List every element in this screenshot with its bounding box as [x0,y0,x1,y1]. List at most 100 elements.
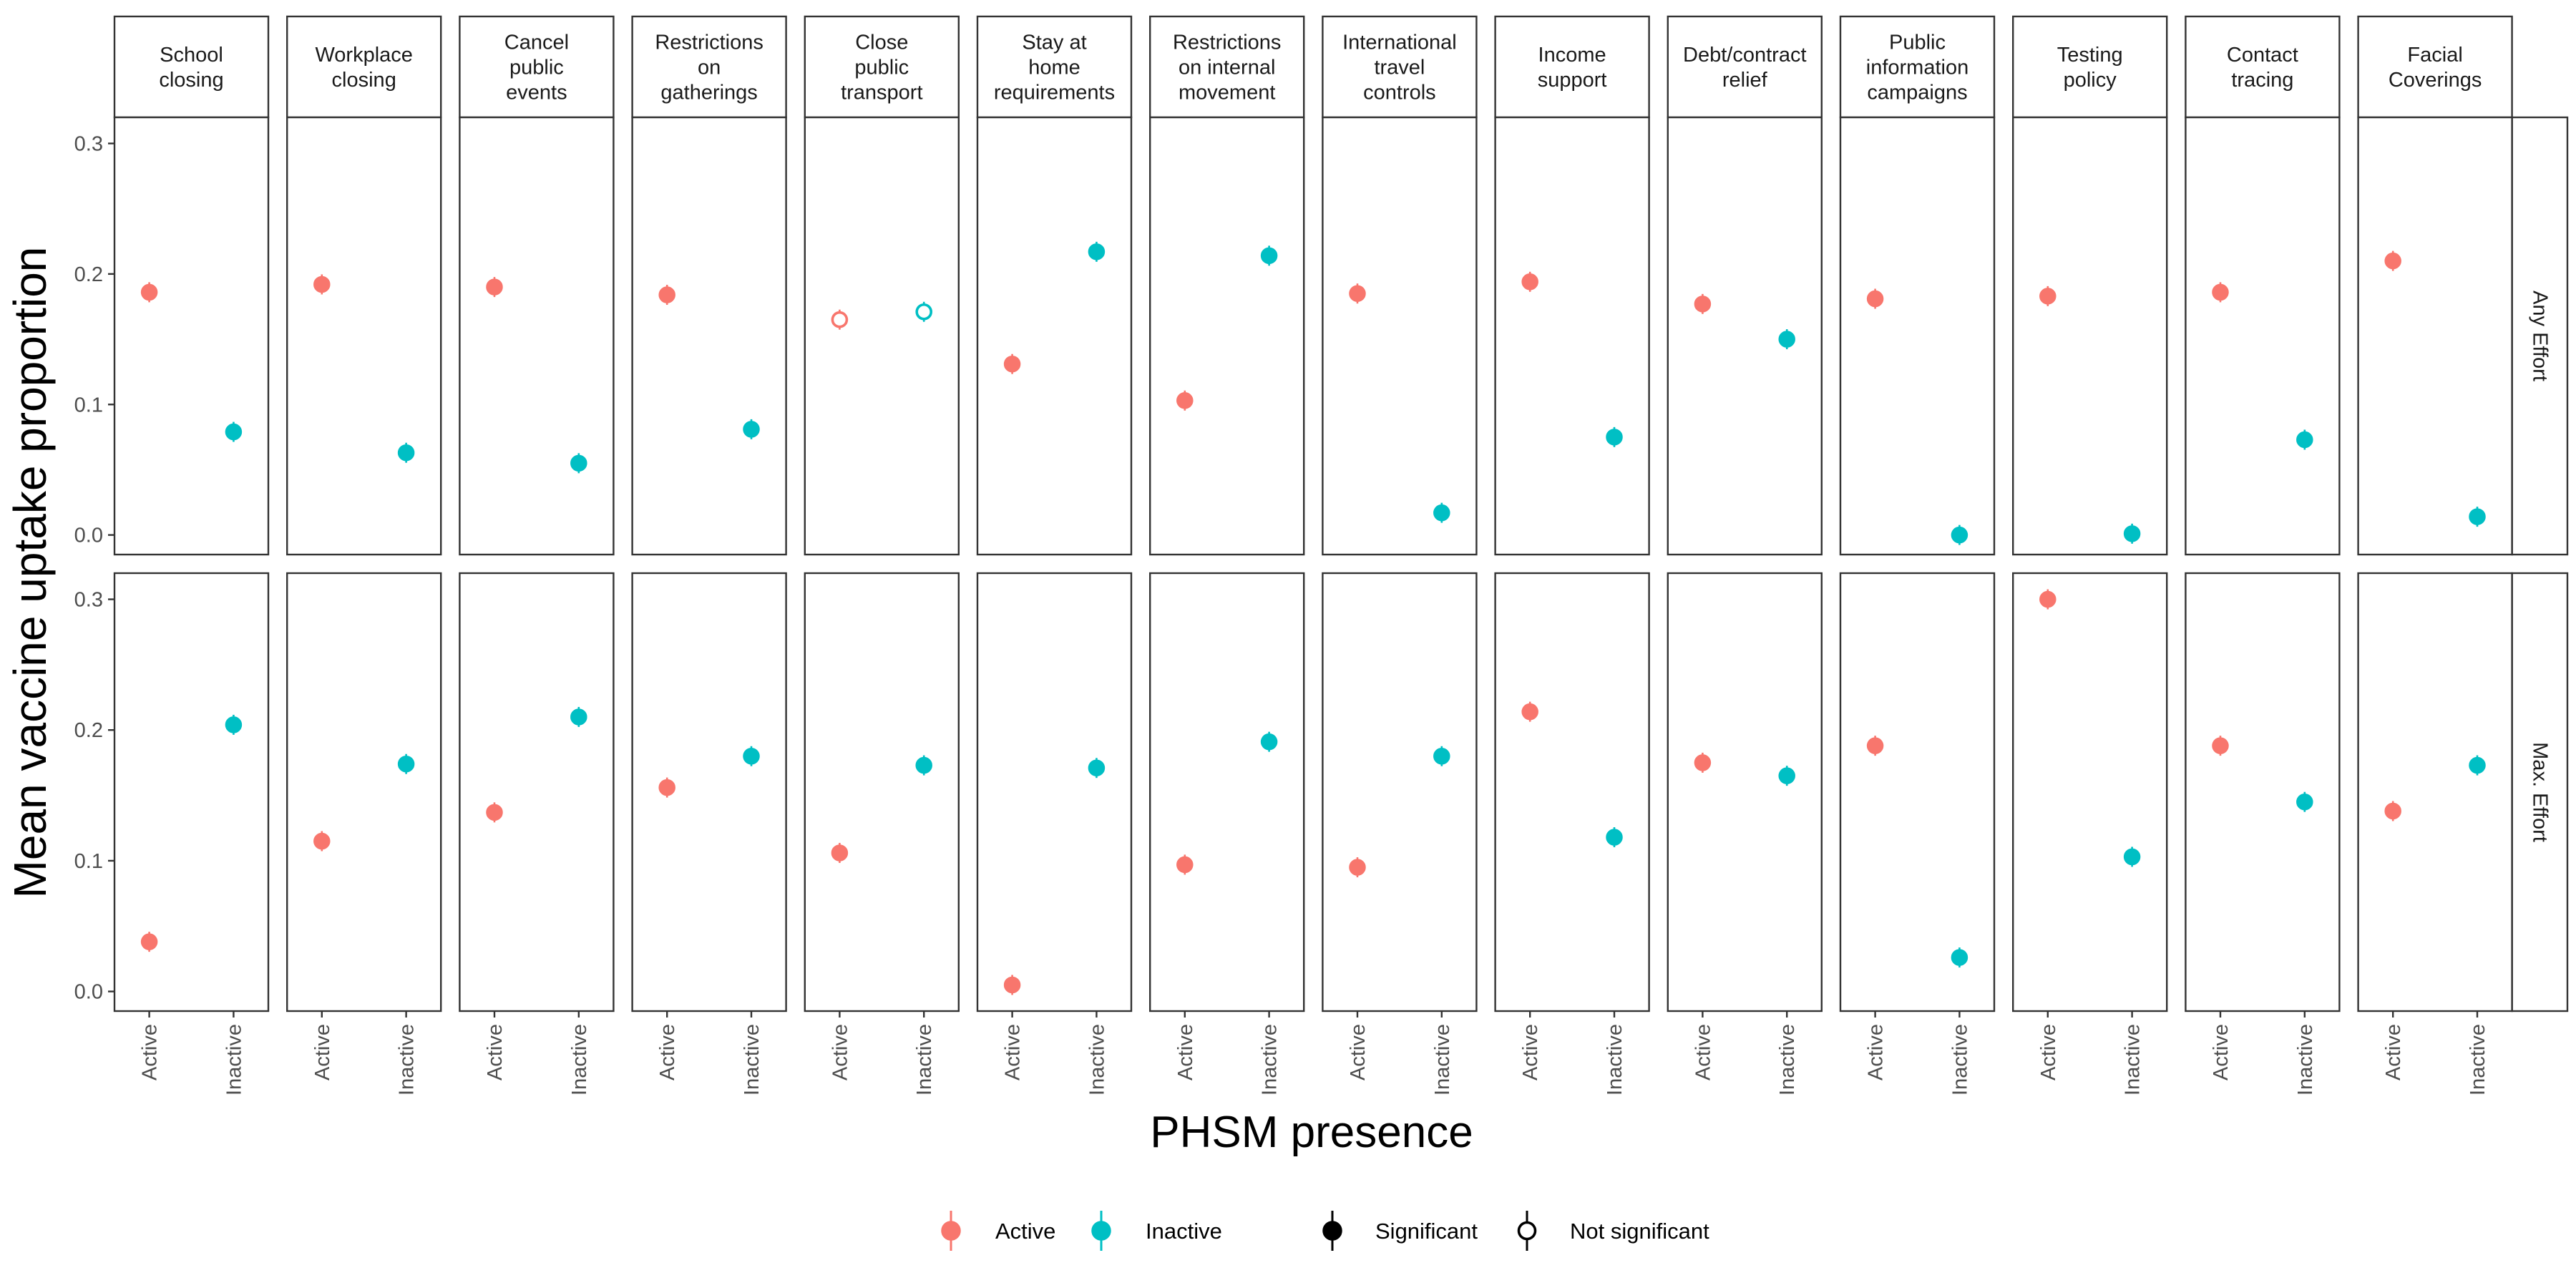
legend-key-point [1517,1221,1537,1241]
y-tick-label: 0.0 [74,981,103,1004]
facet-strip-label: campaigns [1867,82,1967,104]
facet-panel [1494,116,1650,556]
facet-strip-label: Contact [2227,44,2298,67]
data-point-inactive: Testing policy / Any Effort / Inactive: … [2123,525,2141,542]
legend-item-not-significant: Not significant [1517,1211,1709,1251]
facet-strip-label: Workplace [315,44,412,67]
data-point-inactive: Income support / Any Effort / Inactive: … [1606,429,1623,446]
data-point-inactive: Facial Coverings / Any Effort / Inactive… [2469,508,2486,525]
facet-strip-label: events [506,82,567,104]
facet-strip-column [804,15,960,119]
facet-strip-label: Stay at [1022,31,1086,54]
facet-panel [2185,572,2341,1013]
facet-panel [1322,572,1478,1013]
data-point-inactive: Restrictions on internal movement / Max.… [1260,733,1278,751]
facet-panel [2185,116,2341,556]
legend-key-point [941,1221,961,1241]
data-point-active: Facial Coverings / Max. Effort / Active:… [2384,802,2401,820]
data-point-active: Close public transport / Any Effort / Ac… [831,311,849,328]
facet-strip-label: Testing [2057,44,2123,67]
data-point-inactive: International travel controls / Max. Eff… [1433,748,1450,765]
data-point-active: Stay at home requirements / Max. Effort … [1003,976,1021,994]
y-axis-title: Mean vaccine uptake proportion [4,247,56,899]
data-point-active: International travel controls / Max. Eff… [1349,859,1366,876]
x-tick-label: Active [1865,1024,1888,1080]
facet-strip-column [2357,15,2513,119]
facet-strip-label: Coverings [2389,69,2482,92]
facet-panel [1839,572,1996,1013]
data-point-inactive: Public information campaigns / Max. Effo… [1951,949,1968,966]
y-tick-label: 0.2 [74,719,103,742]
facet-panel [286,572,442,1013]
x-tick-label: Active [139,1024,162,1080]
facet-panel [459,116,615,556]
facet-panel [1148,572,1305,1013]
facet-strip-label: transport [841,82,922,104]
data-point-active: Restrictions on internal movement / Any … [1176,392,1194,409]
x-tick-label: Inactive [1259,1024,1282,1096]
data-point-inactive: Workplace closing / Any Effort / Inactiv… [397,444,415,462]
x-tick-label: Inactive [2122,1024,2145,1096]
facet-panel [1667,116,1823,556]
facet-panel [804,116,960,556]
data-point-active: School closing / Max. Effort / Active: 0… [140,933,158,950]
data-point-inactive: Public information campaigns / Any Effor… [1951,526,1968,544]
facet-strip-column [1494,15,1650,119]
facet-strip-label: Income [1538,44,1606,67]
data-point-inactive: School closing / Any Effort / Inactive: … [225,423,243,441]
facet-panel [2357,572,2513,1013]
data-point-inactive: Restrictions on gatherings / Any Effort … [743,421,760,438]
x-tick-label: Inactive [913,1024,936,1096]
data-point-inactive: Income support / Max. Effort / Inactive:… [1606,829,1623,846]
facet-strip-label: tracing [2231,69,2293,92]
facet-strip-column [459,15,615,119]
facet-strip-column [286,15,442,119]
x-tick-label: Active [2037,1024,2060,1080]
facet-strip-column [2185,15,2341,119]
facet-panel [459,572,615,1013]
facet-panel [2011,116,2168,556]
legend-item-inactive: Inactive [1091,1211,1222,1251]
x-tick-label: Active [2382,1024,2405,1080]
facet-strip-label: School [160,44,223,67]
facet-strip-column [113,15,270,119]
x-tick-label: Inactive [1776,1024,1799,1096]
legend-label: Significant [1375,1219,1478,1244]
data-point-active: Restrictions on gatherings / Any Effort … [658,286,675,303]
facet-strip-label: closing [332,69,396,92]
facet-panel [631,572,787,1013]
x-tick-label: Active [311,1024,334,1080]
data-point-inactive: Facial Coverings / Max. Effort / Inactiv… [2469,756,2486,774]
facet-strip-label: policy [2064,69,2117,92]
x-tick-label: Active [1692,1024,1714,1080]
facet-strip-label: closing [159,69,223,92]
x-tick-label: Inactive [1431,1024,1454,1096]
facet-strip-label: movement [1179,82,1275,104]
data-point-inactive: Restrictions on internal movement / Any … [1260,247,1278,265]
data-point-active: Income support / Any Effort / Active: 0.… [1521,273,1538,291]
data-point-active: Contact tracing / Max. Effort / Active: … [2212,737,2229,754]
data-point-active: Income support / Max. Effort / Active: 0… [1521,703,1538,721]
data-point-active: School closing / Any Effort / Active: 0.… [140,283,158,301]
data-point-active: Debt/contract relief / Any Effort / Acti… [1694,296,1712,313]
x-tick-label: Active [2210,1024,2233,1080]
facet-strip-label: relief [1722,69,1768,92]
data-point-inactive: Close public transport / Max. Effort / I… [915,756,932,774]
data-point-inactive: Debt/contract relief / Any Effort / Inac… [1778,331,1795,348]
facet-strip-label: Public [1889,31,1946,54]
x-tick-label: Inactive [1085,1024,1108,1096]
data-point-inactive: Testing policy / Max. Effort / Inactive:… [2123,848,2141,866]
x-tick-label: Inactive [2294,1024,2317,1096]
legend-label: Active [995,1219,1055,1244]
legend-item-active: Active [941,1211,1055,1251]
facet-panel [113,572,270,1013]
facet-panel [631,116,787,556]
data-point-active: Restrictions on gatherings / Max. Effort… [658,779,675,796]
x-tick-label: Inactive [396,1024,419,1096]
facet-panel [1839,116,1996,556]
data-point-inactive: Cancel public events / Any Effort / Inac… [570,454,587,472]
data-point-active: Workplace closing / Max. Effort / Active… [313,832,331,850]
facet-strip-label: on internal [1179,57,1275,79]
facet-strip-label: public [854,57,909,79]
